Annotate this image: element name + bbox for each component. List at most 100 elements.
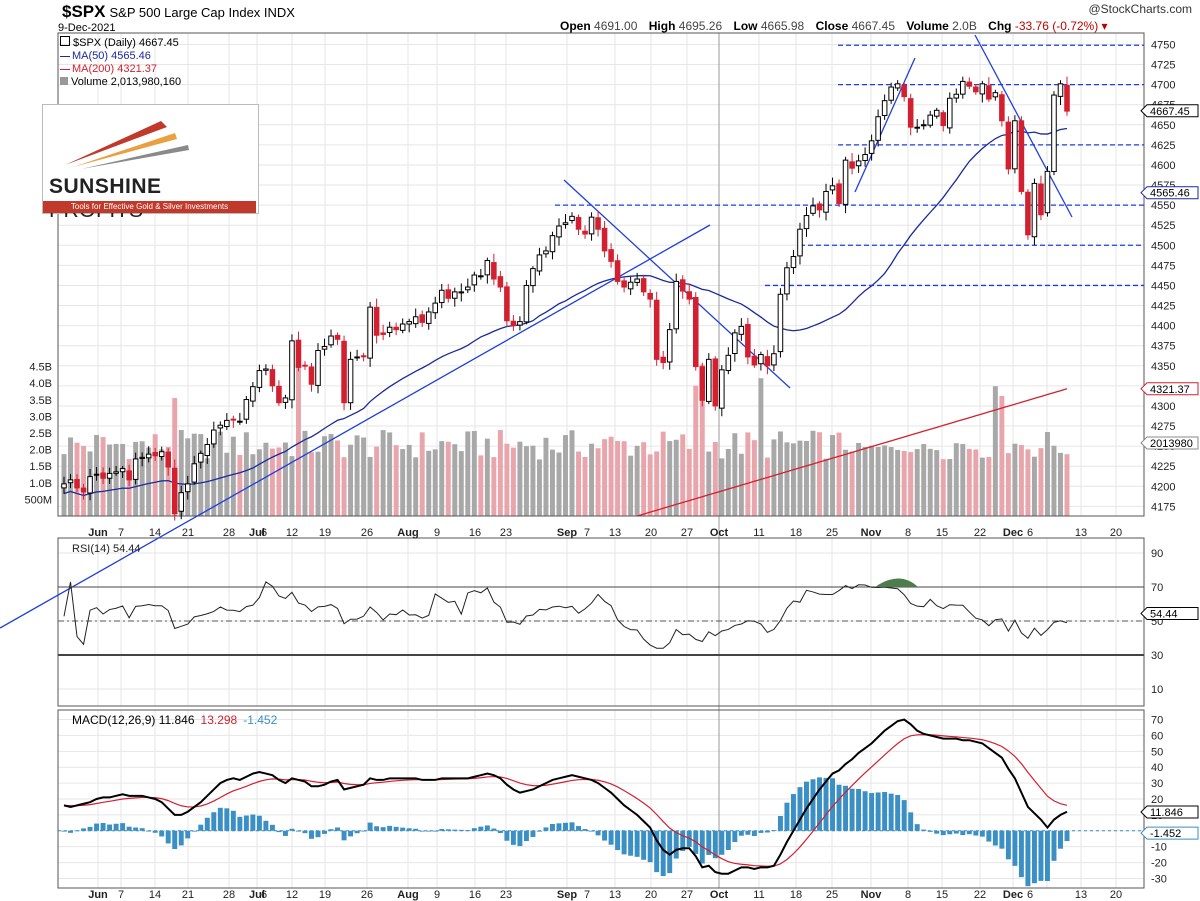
macd-histogram-bar [523, 830, 529, 842]
volume-bar [237, 454, 243, 516]
volume-bar [458, 451, 464, 516]
volume-axis-label: 500M [24, 494, 52, 506]
candle-body [614, 260, 621, 282]
macd-histogram-bar [986, 830, 992, 842]
volume-bar [217, 431, 223, 516]
time-axis-label: 6 [261, 889, 267, 901]
volume-bar [152, 434, 158, 516]
volume-bar [849, 451, 855, 516]
macd-histogram-bar [191, 830, 197, 832]
time-axis-label: 7 [584, 527, 590, 539]
time-axis-label: 26 [361, 889, 373, 901]
volume-bar [660, 431, 666, 516]
macd-histogram-bar [934, 830, 940, 834]
candle-body [543, 250, 549, 255]
volume-bar [374, 446, 380, 516]
macd-histogram-bar [615, 830, 621, 851]
price-axis-label: 4625 [1151, 140, 1175, 152]
macd-histogram-bar [790, 794, 796, 831]
macd-histogram-bar [328, 829, 334, 831]
time-axis-label: 6 [261, 527, 267, 539]
candle-body [888, 86, 894, 101]
volume-bar [484, 438, 490, 516]
volume-bar [471, 431, 477, 516]
volume-bar [810, 430, 816, 516]
ma50-flag: 4565.46 [1150, 188, 1190, 200]
macd-histogram-bar [387, 825, 393, 831]
volume-bar [276, 447, 282, 516]
candle-body [451, 291, 458, 299]
candle-body [1031, 182, 1038, 238]
volume-bar [1005, 453, 1011, 516]
candle-body [992, 92, 999, 98]
time-axis-label: 6 [1027, 889, 1033, 901]
volume-bar [419, 432, 425, 516]
price-axis-label: 4225 [1151, 461, 1175, 473]
volume-bar [400, 449, 406, 516]
logo-tagline: Tools for Effective Gold & Silver Invest… [43, 201, 256, 213]
candle-body [184, 483, 191, 493]
volume-bar [875, 446, 881, 516]
macd-histogram-bar [999, 830, 1005, 849]
macd-histogram-bar [159, 830, 165, 837]
volume-bar [445, 441, 451, 516]
volume-bar [159, 449, 165, 516]
time-axis-label: 13 [609, 889, 621, 901]
volume-axis-label: 2.5B [29, 428, 52, 440]
rsi-flag: 54.44 [1150, 608, 1178, 620]
macd-histogram-bar [784, 802, 790, 831]
candle-body [178, 492, 185, 512]
ma200-flag-box [1140, 382, 1199, 396]
macd-histogram-bar [966, 830, 972, 835]
candle-body [484, 260, 491, 276]
candle-body [80, 487, 87, 493]
volume-bar [595, 448, 601, 516]
macd-histogram-bar [276, 830, 282, 833]
volume-flag-box [1140, 436, 1199, 450]
stockcharts-brand[interactable]: @StockCharts.com [1088, 2, 1192, 16]
macd-histogram-bar [250, 814, 256, 831]
candle-body [211, 429, 217, 445]
candle-body [465, 286, 471, 291]
volume-bar [1031, 456, 1037, 516]
candle-body [973, 86, 979, 93]
candle-body [738, 325, 745, 335]
close-flag-box [1140, 104, 1199, 118]
candle-body [491, 262, 497, 280]
candle-body [478, 275, 484, 278]
macd-histogram-bar [152, 830, 158, 833]
time-axis-label: 14 [149, 527, 161, 539]
macd-histogram-bar [211, 812, 217, 831]
candle-body [901, 84, 907, 98]
sunrise-logo-icon [65, 121, 189, 169]
volume-bar [536, 459, 542, 516]
candle-body [354, 356, 360, 359]
volume-bar [751, 440, 757, 516]
candle-body [946, 97, 953, 129]
volume-bar [921, 444, 927, 516]
macd-histogram-bar [302, 830, 308, 834]
time-axis-label: Aug [397, 527, 418, 539]
volume-bar [973, 449, 979, 516]
macd-histogram-bar [497, 830, 503, 834]
volume-bar [361, 437, 367, 516]
volume-bar [563, 435, 568, 516]
candle-body [751, 355, 758, 366]
candle-body [445, 289, 452, 299]
macd-histogram-bar [602, 830, 608, 841]
open-value: 4691.00 [594, 19, 638, 33]
macd-histogram-bar [406, 828, 412, 831]
candle-body [666, 329, 673, 363]
macd-title-hist: -1.452 [243, 713, 277, 727]
macd-histogram-bar [94, 823, 100, 831]
volume-bar [172, 398, 178, 516]
close-value: 4667.45 [851, 19, 895, 33]
macd-histogram-bar [87, 826, 93, 831]
candle-body [347, 358, 354, 404]
volume-bar [322, 436, 327, 516]
macd-histogram-bar [1005, 830, 1011, 860]
macd-histogram-bar [745, 830, 751, 835]
macd-histogram-bar [478, 826, 484, 831]
macd-histogram-bar [172, 830, 178, 850]
line-icon [60, 55, 70, 57]
